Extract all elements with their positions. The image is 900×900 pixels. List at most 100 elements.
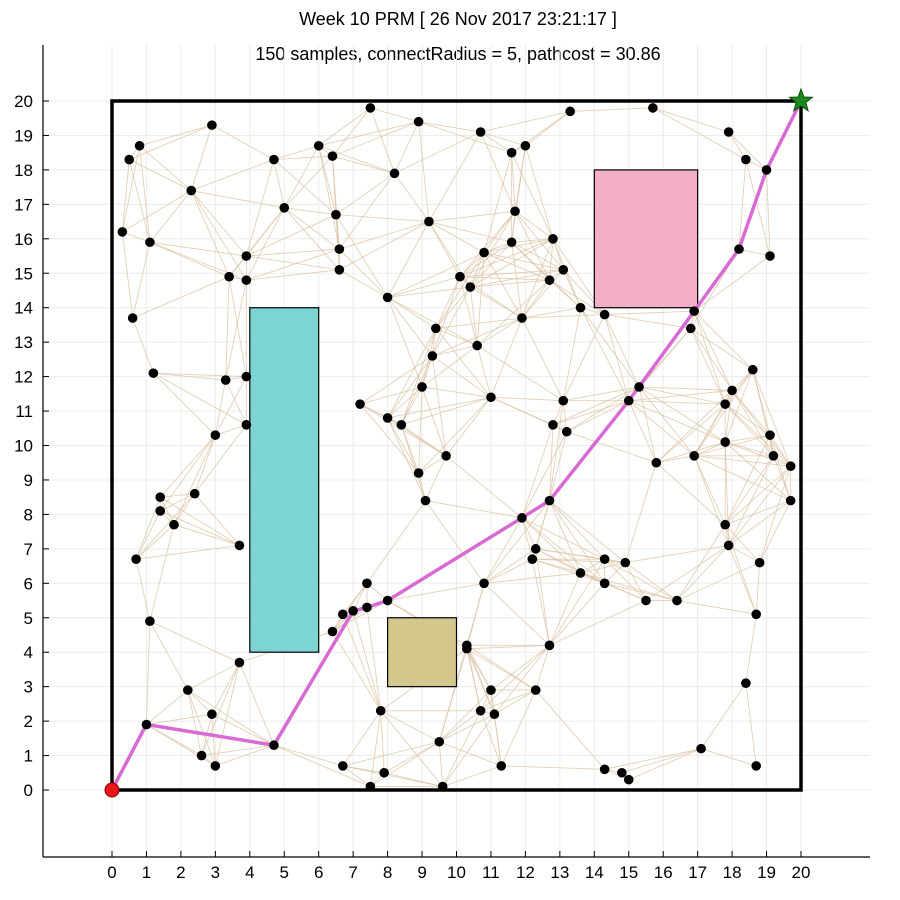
roadmap-edge: [656, 462, 726, 526]
roadmap-edge: [511, 241, 581, 309]
sample-node: [575, 568, 586, 578]
roadmap-edge: [693, 403, 726, 457]
roadmap-edge: [773, 455, 792, 501]
roadmap-edge: [466, 648, 536, 691]
sample-node: [241, 275, 252, 285]
roadmap-edge: [566, 431, 657, 464]
roadmap-edge: [676, 524, 726, 601]
roadmap-edge: [194, 435, 216, 494]
roadmap-edge: [401, 424, 447, 457]
sample-node: [334, 265, 345, 275]
sample-node: [220, 375, 231, 385]
roadmap-edge: [501, 765, 605, 770]
roadmap-edge: [421, 345, 478, 388]
sample-node: [355, 399, 365, 409]
roadmap-edge: [525, 110, 571, 147]
roadmap-edge: [728, 500, 791, 546]
x-tick-label: 13: [550, 863, 569, 882]
sample-node: [741, 678, 751, 689]
roadmap-edge: [438, 648, 468, 742]
x-tick-label: 20: [792, 863, 811, 882]
roadmap-edge: [273, 744, 343, 767]
roadmap-edge: [211, 124, 275, 160]
roadmap-edge: [139, 145, 192, 191]
roadmap-edge: [580, 307, 630, 401]
roadmap-edge: [521, 307, 581, 319]
roadmap-edge: [339, 221, 430, 250]
roadmap-edge: [211, 662, 240, 715]
sample-node: [441, 451, 451, 461]
roadmap-edge: [549, 279, 605, 315]
roadmap-edge: [552, 386, 640, 426]
roadmap-edge: [225, 276, 230, 381]
roadmap-edge: [383, 741, 440, 774]
roadmap-edge: [400, 355, 433, 426]
roadmap-edge: [693, 310, 754, 371]
roadmap-edge: [135, 497, 161, 560]
roadmap-edge: [228, 276, 247, 377]
sample-node: [396, 420, 407, 430]
sample-nodes: [117, 103, 796, 792]
sample-node: [182, 685, 193, 695]
roadmap-edge: [432, 317, 523, 357]
sample-node: [382, 413, 393, 423]
roadmap-edge: [755, 562, 761, 615]
roadmap-edge: [283, 207, 340, 250]
sample-node: [506, 237, 517, 248]
roadmap-edge: [191, 190, 285, 209]
roadmap-edge: [149, 620, 240, 663]
roadmap-edge: [318, 107, 371, 147]
sample-node: [348, 606, 358, 616]
sample-node: [241, 420, 252, 430]
roadmap-edge: [604, 314, 630, 401]
roadmap-edge: [470, 279, 550, 288]
roadmap-edge: [514, 210, 554, 240]
sample-node: [489, 709, 500, 720]
roadmap-edge: [724, 403, 771, 436]
sample-node: [331, 209, 341, 220]
roadmap-edge: [342, 614, 382, 711]
x-tick-label: 19: [757, 863, 776, 882]
roadmap-edge: [484, 572, 581, 584]
roadmap-edge: [724, 369, 754, 405]
roadmap-edge: [676, 562, 760, 601]
roadmap-edge: [432, 355, 492, 398]
roadmap-edge: [549, 600, 647, 646]
x-tick-label: 7: [348, 863, 357, 882]
roadmap-edge: [425, 500, 523, 519]
sample-node: [599, 764, 610, 775]
sample-node: [375, 705, 386, 716]
roadmap-edge: [476, 279, 550, 346]
roadmap-edge: [745, 614, 757, 684]
roadmap-edge: [724, 524, 760, 563]
roadmap-edge: [469, 241, 512, 288]
roadmap-edge: [139, 145, 151, 243]
roadmap-edge: [442, 710, 482, 787]
roadmap-edge: [428, 221, 461, 277]
sample-node: [334, 244, 345, 254]
roadmap-edge: [655, 390, 733, 464]
sample-node: [751, 761, 762, 771]
roadmap-edge: [318, 145, 340, 250]
sample-node: [565, 106, 575, 117]
roadmap-edge: [490, 317, 523, 398]
sample-node: [207, 120, 217, 130]
y-tick-label: 14: [14, 299, 33, 318]
roadmap-edge: [466, 648, 482, 711]
roadmap-edge: [628, 400, 695, 457]
roadmap-edge: [483, 548, 536, 584]
obstacle-3: [387, 617, 458, 688]
roadmap-edge: [466, 644, 550, 650]
roadmap-edge: [483, 500, 550, 584]
sample-node: [327, 626, 338, 637]
sample-node: [558, 395, 569, 406]
roadmap-edge: [466, 583, 485, 649]
roadmap-edge: [246, 214, 337, 257]
sample-node: [765, 430, 775, 440]
roadmap-edge: [214, 376, 247, 436]
roadmap-edge: [245, 207, 285, 281]
roadmap-edge: [656, 455, 695, 464]
roadmap-edge: [387, 386, 423, 419]
roadmap-edge: [246, 248, 340, 281]
